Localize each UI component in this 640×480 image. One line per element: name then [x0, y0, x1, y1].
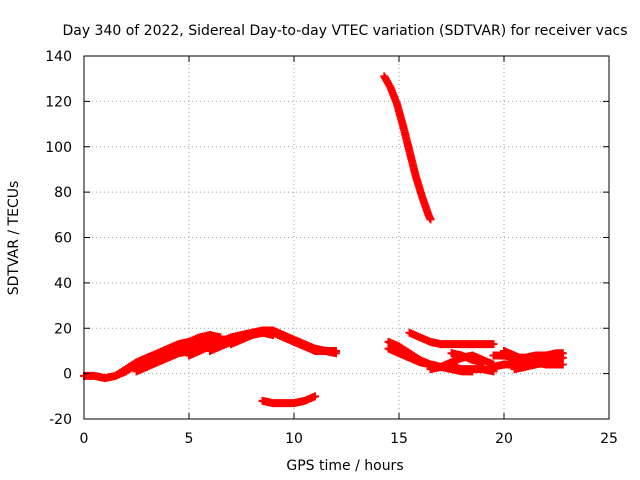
- data-point: [479, 358, 487, 367]
- y-tick-label: 0: [63, 367, 72, 383]
- x-axis-label: GPS time / hours: [286, 458, 403, 474]
- x-tick-label: 15: [390, 431, 408, 447]
- data-point: [558, 353, 567, 362]
- chart-title: Day 340 of 2022, Sidereal Day-to-day VTE…: [62, 23, 627, 39]
- series-arc-2: [111, 331, 225, 380]
- data-point: [426, 215, 435, 224]
- data-point: [489, 340, 498, 349]
- x-tick-label: 0: [80, 431, 89, 447]
- x-axis-ticks: 0 5 10 15 20 25: [80, 56, 618, 447]
- y-tick-label: 120: [45, 94, 72, 110]
- series-arc-17: [510, 353, 567, 374]
- y-tick-label: 140: [45, 49, 72, 65]
- x-tick-label: 25: [600, 431, 618, 447]
- y-tick-label: -20: [49, 412, 72, 428]
- y-tick-label: 80: [54, 185, 72, 201]
- x-tick-label: 20: [495, 431, 513, 447]
- data-point: [332, 346, 340, 355]
- series-arc-5: [206, 326, 340, 355]
- series-arc-6: [227, 328, 277, 349]
- series-arc-13: [447, 349, 487, 367]
- series-arc-8: [380, 72, 435, 224]
- data-point: [311, 392, 319, 401]
- series-group: [80, 72, 567, 408]
- y-axis-ticks: -20 0 20 40 60 80 100 120 140: [45, 49, 609, 428]
- series-arc-7: [258, 392, 319, 408]
- y-tick-label: 40: [54, 276, 72, 292]
- y-axis-label: SDTVAR / TECUs: [6, 181, 22, 296]
- y-tick-label: 100: [45, 140, 72, 156]
- x-tick-label: 10: [285, 431, 303, 447]
- x-tick-label: 5: [185, 431, 194, 447]
- data-point: [468, 367, 477, 376]
- data-point: [269, 331, 277, 340]
- series-arc-11: [405, 328, 498, 349]
- y-tick-label: 60: [54, 231, 72, 247]
- y-tick-label: 20: [54, 321, 72, 337]
